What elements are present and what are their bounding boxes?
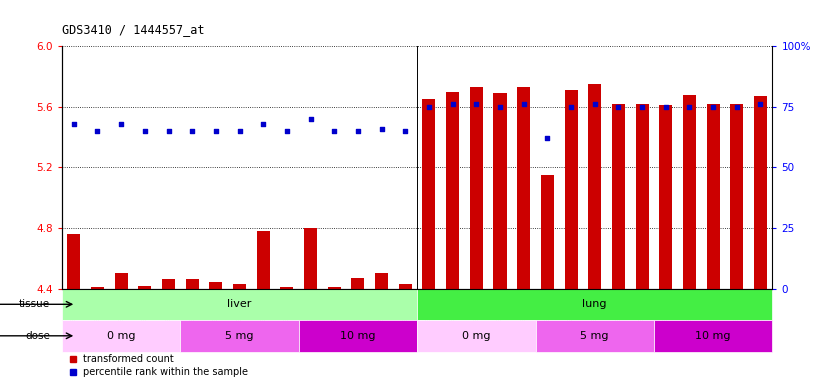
Bar <box>209 283 222 288</box>
Bar <box>180 320 299 352</box>
Point <box>588 101 601 108</box>
Bar <box>754 96 767 288</box>
Point <box>138 128 151 134</box>
Bar <box>470 87 483 288</box>
Text: 5 mg: 5 mg <box>225 331 254 341</box>
Bar <box>162 280 175 288</box>
Bar <box>706 104 719 288</box>
Bar <box>535 320 654 352</box>
Bar <box>375 273 388 288</box>
Text: 5 mg: 5 mg <box>581 331 609 341</box>
Point <box>304 116 317 122</box>
Bar <box>186 280 199 288</box>
Point <box>375 126 388 132</box>
Bar <box>280 287 293 288</box>
Bar <box>446 91 459 288</box>
Point <box>612 104 625 110</box>
Point <box>280 128 293 134</box>
Point <box>635 104 648 110</box>
Point <box>67 121 80 127</box>
Point <box>564 104 577 110</box>
Bar <box>683 94 696 288</box>
Bar <box>233 284 246 288</box>
Bar <box>417 288 772 320</box>
Bar <box>588 84 601 288</box>
Point <box>517 101 530 108</box>
Bar <box>91 287 104 288</box>
Text: GDS3410 / 1444557_at: GDS3410 / 1444557_at <box>62 23 205 36</box>
Point <box>399 128 412 134</box>
Bar <box>328 287 341 288</box>
Bar <box>659 105 672 288</box>
Bar <box>730 104 743 288</box>
Bar <box>67 234 80 288</box>
Bar <box>635 104 648 288</box>
Text: percentile rank within the sample: percentile rank within the sample <box>83 367 249 377</box>
Point <box>328 128 341 134</box>
Point <box>470 101 483 108</box>
Point <box>91 128 104 134</box>
Text: 10 mg: 10 mg <box>695 331 731 341</box>
Bar <box>351 278 364 288</box>
Point <box>351 128 364 134</box>
Point <box>257 121 270 127</box>
Bar <box>417 320 535 352</box>
Point <box>446 101 459 108</box>
Point <box>115 121 128 127</box>
Point <box>162 128 175 134</box>
Point <box>186 128 199 134</box>
Bar <box>62 288 417 320</box>
Point <box>659 104 672 110</box>
Point <box>422 104 435 110</box>
Text: 10 mg: 10 mg <box>340 331 376 341</box>
Bar <box>62 320 180 352</box>
Point <box>209 128 222 134</box>
Text: 0 mg: 0 mg <box>462 331 491 341</box>
Text: 0 mg: 0 mg <box>107 331 135 341</box>
Point <box>541 135 554 141</box>
Point <box>754 101 767 108</box>
Point <box>706 104 719 110</box>
Bar <box>138 285 151 288</box>
Bar <box>304 228 317 288</box>
Bar <box>115 273 128 288</box>
Bar <box>422 99 435 288</box>
Bar <box>564 90 577 288</box>
Text: tissue: tissue <box>19 299 50 309</box>
Text: lung: lung <box>582 299 607 309</box>
Point <box>493 104 506 110</box>
Text: liver: liver <box>227 299 252 309</box>
Bar <box>612 104 625 288</box>
Point <box>683 104 696 110</box>
Bar <box>517 87 530 288</box>
Text: dose: dose <box>26 331 50 341</box>
Bar <box>493 93 506 288</box>
Bar <box>654 320 772 352</box>
Bar <box>299 320 417 352</box>
Point <box>233 128 246 134</box>
Bar <box>399 284 412 288</box>
Text: transformed count: transformed count <box>83 354 174 364</box>
Point <box>730 104 743 110</box>
Bar <box>257 231 270 288</box>
Bar <box>541 175 554 288</box>
